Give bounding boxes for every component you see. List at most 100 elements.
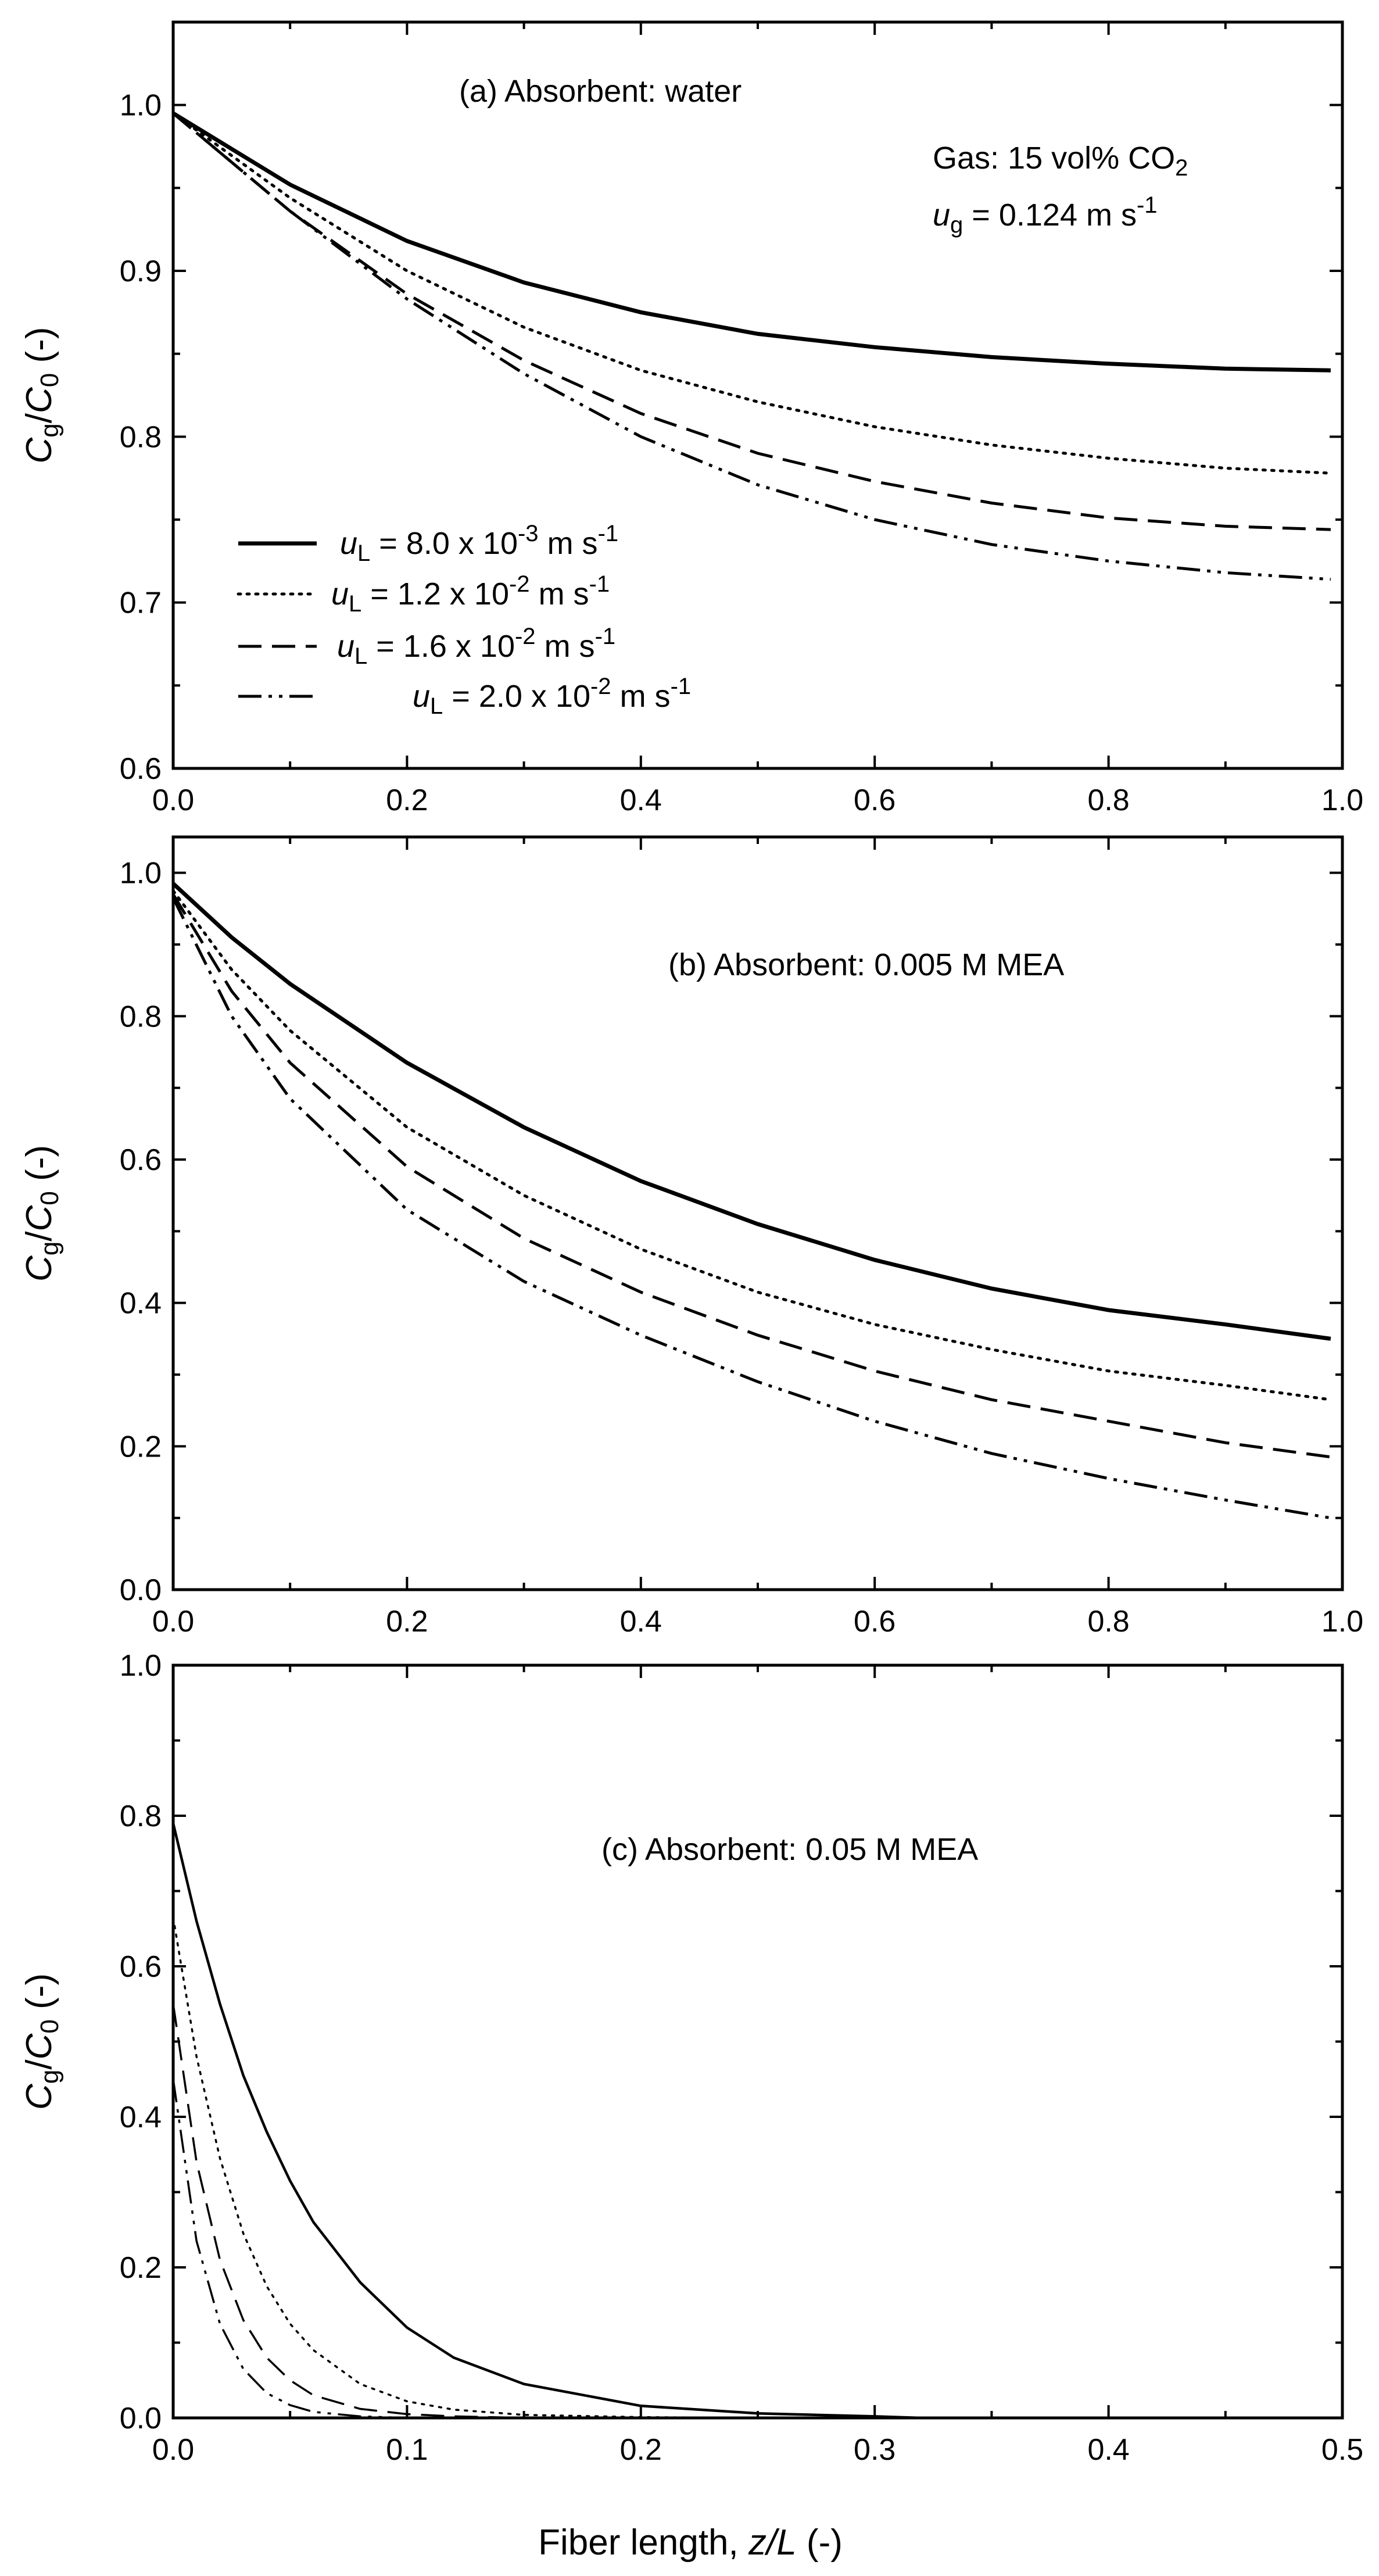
y-axis-title-sub: g xyxy=(35,2070,64,2084)
x-tick-label: 0.0 xyxy=(152,1605,194,1638)
y-tick-label: 1.0 xyxy=(120,89,162,123)
y-axis-title-var: C xyxy=(19,387,59,413)
legend-label-s3: uL = 1.6 x 10-2 m s-1 xyxy=(337,624,615,669)
y-tick-label: 0.7 xyxy=(120,586,162,620)
legend-label-text: = 8.0 x 10 xyxy=(370,526,518,561)
y-tick-label: 0.6 xyxy=(120,1950,162,1984)
legend-label-text: = 1.6 x 10 xyxy=(367,629,515,664)
y-axis-title-sub: g xyxy=(35,423,64,437)
x-tick-label: 1.0 xyxy=(1321,1605,1363,1638)
panel-title: (a) Absorbent: water xyxy=(459,74,742,109)
y-axis-title-var: C xyxy=(19,2033,59,2059)
velocity-annotation-exp: -1 xyxy=(1137,192,1158,218)
y-tick-label: 0.9 xyxy=(120,255,162,288)
y-axis-title-var: C xyxy=(19,1204,59,1231)
gas-annotation-text: Gas: 15 vol% CO xyxy=(933,141,1175,176)
legend-label-s2: uL = 1.2 x 10-2 m s-1 xyxy=(331,571,610,617)
y-tick-label: 0.4 xyxy=(120,1287,162,1321)
legend: uL = 8.0 x 10-3 m s-1uL = 1.2 x 10-2 m s… xyxy=(237,521,692,719)
x-tick-label: 0.5 xyxy=(1321,2433,1363,2467)
x-tick-label: 0.0 xyxy=(152,2433,194,2467)
series-line-4 xyxy=(172,112,1331,581)
legend-label-sub: L xyxy=(357,541,370,566)
velocity-annotation: ug = 0.124 m s-1 xyxy=(933,192,1158,238)
legend-label-sub: L xyxy=(354,643,367,669)
x-tick-label: 0.6 xyxy=(854,1605,896,1638)
series-line-3 xyxy=(172,112,1331,531)
x-tick-label: 0.3 xyxy=(854,2433,896,2467)
x-tick-label: 0.4 xyxy=(620,783,662,817)
legend-label-unit: m s xyxy=(536,629,595,664)
x-tick-label: 0.4 xyxy=(1087,2433,1129,2467)
x-axis-title: Fiber length, z/L (-) xyxy=(538,2523,843,2563)
y-axis-title-slash: / xyxy=(19,413,59,423)
series-line-1 xyxy=(171,1823,922,2420)
y-axis-title: Cg/C0 (-) xyxy=(19,327,64,464)
y-tick-label: 0.8 xyxy=(120,1000,162,1033)
legend-label-unit: m s xyxy=(539,526,598,561)
y-tick-label: 0.0 xyxy=(120,2402,162,2435)
y-axis-title-unit: (-) xyxy=(19,1973,59,2019)
gas-annotation: Gas: 15 vol% CO2 xyxy=(933,141,1188,181)
series-line-4 xyxy=(171,897,1331,1520)
legend-label-exp: -3 xyxy=(518,521,539,546)
x-axis-title-main: Fiber length, xyxy=(538,2523,748,2563)
series-line-3 xyxy=(171,893,1331,1459)
y-axis-title-sub: g xyxy=(35,1242,64,1255)
x-tick-label: 0.1 xyxy=(386,2433,428,2467)
legend-label-exp: -2 xyxy=(509,571,530,597)
y-axis-title-sub: 0 xyxy=(35,1191,64,1205)
legend-label-text: = 2.0 x 10 xyxy=(443,679,590,714)
legend-label-unit: m s xyxy=(530,577,589,611)
series-line-2 xyxy=(171,112,1333,475)
series-line-3 xyxy=(172,2003,922,2419)
velocity-annotation-var: u xyxy=(933,198,950,232)
y-tick-label: 0.8 xyxy=(120,420,162,454)
y-axis-title-sub: 0 xyxy=(35,373,64,387)
series-line-4 xyxy=(172,2079,922,2419)
panel-a: 0.0 0.2 0.4 0.6 0.8 1.00.60.70.80.91.0Cg/C0 (… xyxy=(19,20,1363,817)
y-axis-title-var: C xyxy=(19,437,59,463)
legend-label-unit-exp: -1 xyxy=(671,674,692,699)
series-line-2 xyxy=(171,889,1333,1401)
series-line-1 xyxy=(172,111,1331,373)
series-line-1 xyxy=(171,882,1331,1341)
legend-label-var: u xyxy=(340,526,357,561)
panel-c: 0.0 0.1 0.2 0.3 0.4 0.50.00.20.40.60.81.0Cg/C… xyxy=(19,1649,1363,2467)
legend-label-sub: L xyxy=(349,591,361,617)
x-tick-label: 0.4 xyxy=(620,1605,662,1638)
y-tick-label: 1.0 xyxy=(120,857,162,890)
x-tick-label: 0.2 xyxy=(620,2433,662,2467)
y-axis-title-sub: 0 xyxy=(35,2019,64,2033)
legend-label-unit: m s xyxy=(611,679,671,714)
legend-label-var: u xyxy=(337,629,354,664)
panels: 0.0 0.2 0.4 0.6 0.8 1.00.60.70.80.91.0Cg/C0 (… xyxy=(19,20,1363,2467)
velocity-annotation-sub: g xyxy=(950,212,963,238)
x-axis-title-unit: (-) xyxy=(797,2523,843,2563)
y-axis-title-unit: (-) xyxy=(19,327,59,373)
legend-label-unit-exp: -1 xyxy=(598,521,619,546)
x-tick-label: 0.2 xyxy=(386,1605,428,1638)
y-tick-label: 0.0 xyxy=(120,1573,162,1607)
panel-b: 0.0 0.2 0.4 0.6 0.8 1.00.00.20.40.60.81.0Cg/C… xyxy=(19,835,1363,1638)
legend-label-var: u xyxy=(331,577,349,611)
legend-label-s1: uL = 8.0 x 10-3 m s-1 xyxy=(340,521,618,566)
y-tick-label: 0.4 xyxy=(120,2101,162,2134)
legend-label-var: u xyxy=(413,679,430,714)
legend-label-exp: -2 xyxy=(590,674,611,699)
y-tick-label: 0.6 xyxy=(120,752,162,786)
legend-label-exp: -2 xyxy=(515,624,536,649)
y-axis-title-slash: / xyxy=(19,2059,59,2070)
y-tick-label: 0.2 xyxy=(120,1430,162,1464)
y-tick-label: 1.0 xyxy=(120,1649,162,1683)
y-axis-title: Cg/C0 (-) xyxy=(19,1145,64,1282)
x-tick-label: 1.0 xyxy=(1321,783,1363,817)
x-tick-label: 0.6 xyxy=(854,783,896,817)
y-tick-label: 0.2 xyxy=(120,2251,162,2285)
legend-label-unit-exp: -1 xyxy=(589,571,610,597)
x-tick-label: 0.2 xyxy=(386,783,428,817)
gas-annotation-sub: 2 xyxy=(1175,155,1188,181)
y-axis-title-slash: / xyxy=(19,1231,59,1242)
